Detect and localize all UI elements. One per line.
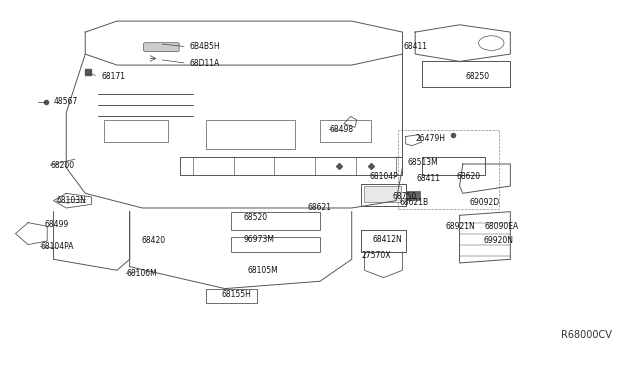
Polygon shape (406, 192, 420, 199)
Polygon shape (364, 186, 401, 202)
Text: 68750: 68750 (393, 192, 417, 202)
Text: 68411: 68411 (417, 174, 440, 183)
Text: 68513M: 68513M (408, 158, 438, 167)
Text: 68250: 68250 (466, 71, 490, 81)
Text: 68621B: 68621B (399, 198, 428, 207)
FancyBboxPatch shape (143, 43, 179, 51)
Text: 68621: 68621 (307, 203, 332, 212)
Text: 68520: 68520 (244, 213, 268, 222)
Text: 68499: 68499 (44, 220, 68, 229)
Text: 69920N: 69920N (484, 237, 514, 246)
Text: 68155H: 68155H (221, 289, 252, 299)
Text: 68921N: 68921N (445, 222, 476, 231)
Text: 68D11A: 68D11A (190, 59, 220, 68)
Text: 68171: 68171 (101, 71, 125, 81)
Text: 69092D: 69092D (469, 198, 499, 207)
Text: 68103N: 68103N (57, 196, 86, 205)
Text: 27570X: 27570X (361, 251, 391, 260)
Text: 6B4B5H: 6B4B5H (190, 42, 221, 51)
Text: 26479H: 26479H (415, 134, 445, 143)
Text: 68090EA: 68090EA (485, 222, 519, 231)
Text: 68104P: 68104P (369, 172, 398, 181)
Text: 68498: 68498 (330, 125, 354, 134)
Text: 68106M: 68106M (127, 269, 157, 279)
Text: 48567: 48567 (54, 97, 78, 106)
Text: 68620: 68620 (456, 172, 481, 181)
Text: 68420: 68420 (141, 237, 165, 246)
Text: R68000CV: R68000CV (561, 330, 612, 340)
Text: 68104PA: 68104PA (41, 242, 74, 251)
Text: 68200: 68200 (51, 161, 74, 170)
Text: 68105M: 68105M (247, 266, 278, 275)
Text: 96973M: 96973M (244, 235, 275, 244)
Text: 68412N: 68412N (372, 235, 402, 244)
Text: 68411: 68411 (404, 42, 428, 51)
